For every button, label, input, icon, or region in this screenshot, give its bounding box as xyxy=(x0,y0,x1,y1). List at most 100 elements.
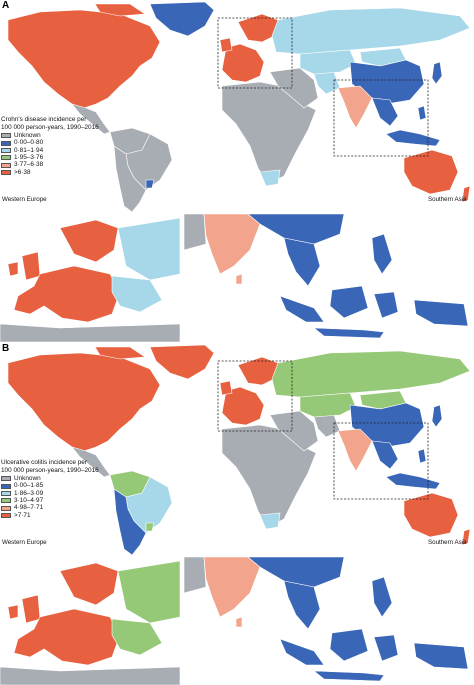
western-europe-frame xyxy=(217,17,293,89)
legend-item: 0·00–1·85 xyxy=(1,482,121,489)
inset-we-east xyxy=(111,618,163,656)
inset-sa-indonesia-3 xyxy=(373,291,399,319)
inset-sa-indonesia-4 xyxy=(413,299,469,327)
region-russia xyxy=(271,350,471,398)
legend-item: Unknown xyxy=(1,132,121,139)
inset-sa-indonesia-5 xyxy=(313,670,385,682)
inset-sa-mainland-se xyxy=(283,580,321,630)
legend-title-line1: Ulcerative colitis incidence per xyxy=(1,459,87,466)
legend-swatch xyxy=(1,133,11,139)
region-south-america-south xyxy=(113,488,147,556)
legend-label: Unknown xyxy=(14,475,41,483)
region-greenland xyxy=(149,1,215,37)
legend-title-line2: 100 000 person-years, 1990–2016 xyxy=(1,123,99,131)
inset-left-label: Western Europe xyxy=(2,196,47,203)
western-europe-inset xyxy=(0,217,180,342)
inset-sa-china xyxy=(247,214,345,245)
region-indonesia xyxy=(385,129,441,147)
region-uk xyxy=(219,380,233,396)
legend-item: >7·71 xyxy=(1,512,121,519)
region-uk xyxy=(219,37,233,53)
legend-items: Unknown 0·00–1·85 1·86–3·09 3·10–4·97 4·98–7… xyxy=(1,475,121,519)
legend-label: >6·38 xyxy=(14,168,31,176)
inset-right-label: Southern Asia xyxy=(428,539,467,546)
inset-sa-philippines xyxy=(371,576,393,618)
region-uruguay xyxy=(145,179,155,189)
legend-swatch xyxy=(1,140,11,146)
legend-swatch xyxy=(1,505,11,511)
inset-sa-china xyxy=(247,557,345,588)
western-europe-inset xyxy=(0,560,180,685)
legend-label: >7·71 xyxy=(14,511,31,519)
legend-label: 1·86–3·09 xyxy=(14,489,44,497)
inset-sa-indonesia-4 xyxy=(413,642,469,670)
legend-items: Unknown 0·00–0·80 0·81–1·94 1·95–3·76 3·77–6… xyxy=(1,132,121,176)
region-south-africa xyxy=(259,512,281,530)
legend: Crohn's disease incidence per 100 000 pe… xyxy=(1,116,121,176)
legend-title: Ulcerative colitis incidence per 100 000… xyxy=(1,459,121,474)
panel-letter: A xyxy=(2,0,10,11)
region-australia xyxy=(403,149,459,195)
inset-sa-indonesia-2 xyxy=(329,628,369,662)
region-central-asia xyxy=(299,49,357,75)
western-europe-frame xyxy=(217,360,293,432)
inset-sa-india xyxy=(203,557,261,618)
legend-swatch xyxy=(1,155,11,161)
inset-left-label: Western Europe xyxy=(2,539,47,546)
legend-item: 1·86–3·09 xyxy=(1,490,121,497)
legend-swatch xyxy=(1,483,11,489)
legend-swatch xyxy=(1,498,11,504)
inset-we-uk xyxy=(21,251,41,281)
region-india xyxy=(337,428,373,472)
legend-label: 0·00–1·85 xyxy=(14,482,44,490)
inset-sa-india xyxy=(203,214,261,275)
region-india xyxy=(337,85,373,129)
inset-we-scandinavia xyxy=(59,219,119,263)
region-indonesia xyxy=(385,472,441,490)
world-map xyxy=(7,344,471,556)
legend-title-line1: Crohn's disease incidence per xyxy=(1,116,87,123)
inset-sa-indonesia-2 xyxy=(329,285,369,319)
inset-we-russia xyxy=(117,217,180,281)
legend-title: Crohn's disease incidence per 100 000 pe… xyxy=(1,116,121,131)
panel-a: A xyxy=(0,0,474,342)
southern-asia-frame xyxy=(333,79,429,157)
legend-label: 3·77–6·38 xyxy=(14,161,44,169)
panel-letter: B xyxy=(2,343,10,354)
legend-item: 3·10–4·97 xyxy=(1,497,121,504)
region-north-america xyxy=(7,352,161,452)
region-north-america xyxy=(7,9,161,109)
legend-item: 1·95–3·76 xyxy=(1,154,121,161)
legend-label: 1·95–3·76 xyxy=(14,153,44,161)
region-southeast-asia xyxy=(371,440,399,470)
inset-sa-indonesia-3 xyxy=(373,634,399,662)
region-australia xyxy=(403,492,459,538)
inset-we-russia xyxy=(117,560,180,624)
inset-we-mainland xyxy=(13,265,121,323)
inset-sa-philippines xyxy=(371,233,393,275)
region-philippines xyxy=(417,105,427,121)
legend-swatch xyxy=(1,512,11,518)
inset-right-label: Southern Asia xyxy=(428,196,467,203)
legend-label: 3·10–4·97 xyxy=(14,496,44,504)
region-western-europe xyxy=(221,386,265,426)
region-japan xyxy=(431,404,443,428)
region-canada-islands xyxy=(94,3,146,17)
legend-swatch xyxy=(1,147,11,153)
inset-sa-indonesia-1 xyxy=(279,295,325,323)
inset-sa-mainland-se xyxy=(283,237,321,287)
region-russia xyxy=(271,7,471,55)
region-philippines xyxy=(417,448,427,464)
region-western-europe xyxy=(221,43,265,83)
inset-sa-indonesia-5 xyxy=(313,327,385,339)
region-uruguay xyxy=(145,522,155,532)
legend-item: 0·00–0·80 xyxy=(1,139,121,146)
region-greenland xyxy=(149,344,215,380)
southern-asia-inset xyxy=(184,214,469,339)
inset-we-east xyxy=(111,275,163,313)
inset-we-ireland xyxy=(7,604,19,620)
region-new-zealand xyxy=(461,185,471,203)
legend-item: 3·77–6·38 xyxy=(1,161,121,168)
world-map xyxy=(7,1,471,213)
region-japan xyxy=(431,61,443,85)
